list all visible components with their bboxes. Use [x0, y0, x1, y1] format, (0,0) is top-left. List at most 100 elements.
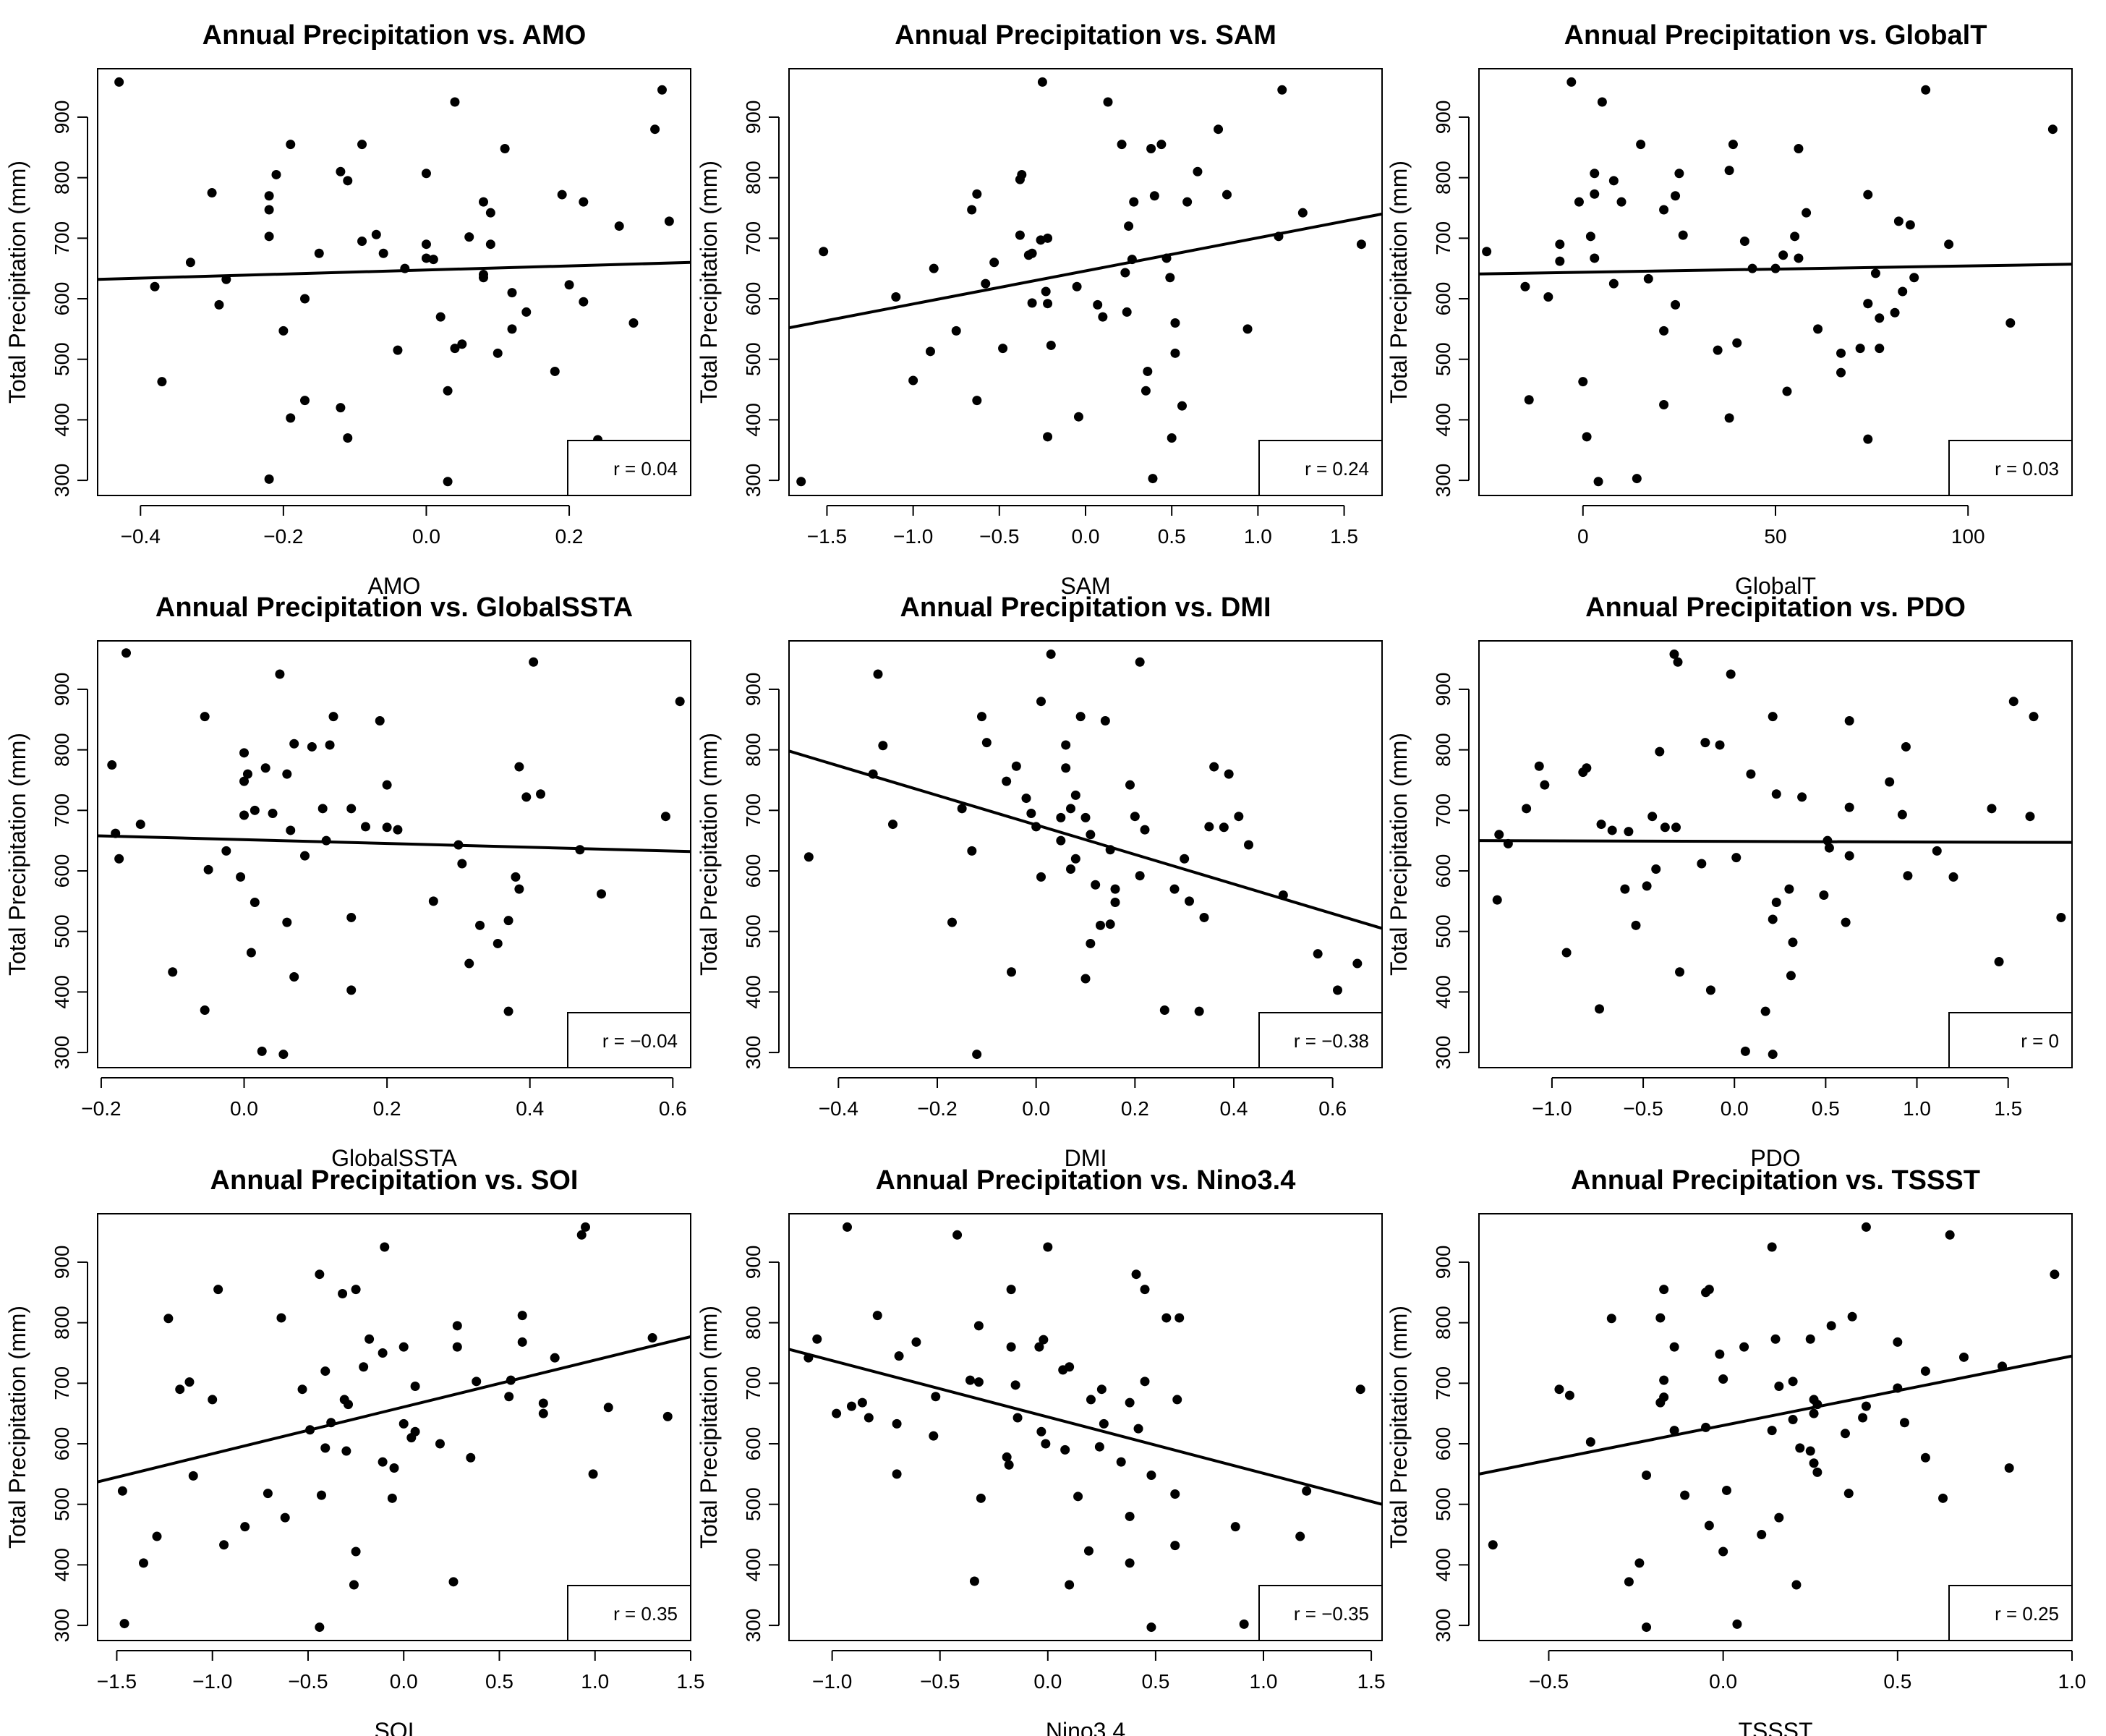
data-point	[1140, 825, 1150, 835]
data-point	[207, 188, 217, 198]
data-point	[1721, 1485, 1731, 1495]
y-tick-label: 800	[51, 733, 73, 767]
data-point	[221, 274, 231, 284]
data-layer	[1479, 649, 2072, 1060]
data-point	[246, 948, 256, 958]
y-axis-label: Total Precipitation (mm)	[1386, 161, 1412, 404]
data-point	[1768, 712, 1778, 722]
data-point	[1352, 958, 1363, 969]
y-tick-label: 800	[742, 1306, 764, 1340]
data-point	[315, 1622, 325, 1633]
data-point	[260, 763, 270, 773]
chart-title: Annual Precipitation vs. SOI	[210, 1165, 579, 1196]
data-point	[382, 822, 392, 833]
data-point	[1219, 822, 1229, 833]
y-tick-label: 300	[742, 464, 764, 498]
data-point	[478, 197, 488, 207]
data-point	[1061, 763, 1071, 773]
data-point	[1701, 1422, 1711, 1432]
data-point	[1010, 1380, 1020, 1390]
data-point	[443, 386, 453, 396]
data-point	[435, 312, 446, 322]
data-point	[421, 239, 431, 250]
x-tick-label: 50	[1764, 525, 1786, 548]
data-point	[428, 896, 438, 906]
data-point	[660, 812, 670, 822]
data-point	[152, 1531, 162, 1541]
data-point	[579, 297, 589, 307]
y-tick-label: 500	[742, 1487, 764, 1521]
data-point	[1080, 974, 1091, 984]
data-point	[1127, 255, 1137, 265]
x-tick-label: −1.0	[893, 525, 933, 548]
data-point	[242, 769, 252, 779]
data-point	[1060, 1444, 1070, 1455]
data-point	[1697, 859, 1707, 869]
data-point	[1680, 1490, 1690, 1500]
plot-frame	[1478, 68, 2073, 496]
data-point	[472, 1377, 482, 1387]
data-point	[282, 769, 292, 779]
data-point	[1728, 140, 1738, 150]
data-point	[1015, 230, 1025, 240]
x-tick-label: 0.5	[1158, 525, 1186, 548]
y-tick-label: 900	[1432, 1246, 1454, 1280]
data-point	[351, 1285, 361, 1295]
correlation-label: r = 0.03	[1995, 458, 2059, 480]
data-point	[1713, 345, 1723, 355]
data-point	[1659, 326, 1669, 336]
y-axis-label: Total Precipitation (mm)	[1386, 733, 1412, 976]
data-point	[1096, 1384, 1107, 1395]
data-point	[1199, 912, 1209, 922]
data-point	[1624, 827, 1634, 837]
data-point	[119, 1619, 129, 1629]
data-point	[240, 1522, 250, 1532]
data-point	[326, 1418, 336, 1428]
data-point	[1182, 197, 1193, 207]
data-point	[280, 1512, 290, 1523]
data-point	[1893, 1337, 1903, 1347]
data-point	[188, 1471, 198, 1481]
data-point	[1110, 884, 1120, 894]
x-tick-label: 0.0	[412, 525, 440, 548]
data-point	[485, 208, 495, 218]
data-point	[1590, 169, 1600, 179]
data-point	[967, 846, 977, 856]
data-point	[1794, 143, 1804, 153]
y-tick-label: 800	[742, 733, 764, 767]
data-point	[163, 1314, 174, 1324]
correlation-box	[1258, 1012, 1383, 1068]
y-tick-label: 800	[742, 161, 764, 195]
data-point	[466, 1452, 476, 1463]
data-point	[1760, 1006, 1770, 1016]
data-point	[343, 176, 353, 186]
y-tick-label: 700	[51, 793, 73, 827]
data-point	[1771, 789, 1781, 799]
y-tick-label: 600	[51, 282, 73, 316]
data-point	[1582, 432, 1592, 442]
data-point	[972, 189, 982, 199]
data-point	[1770, 263, 1781, 273]
data-point	[662, 1411, 673, 1421]
data-point	[803, 852, 814, 862]
chart-title: Annual Precipitation vs. Nino3.4	[876, 1165, 1296, 1196]
x-axis-label: PDO	[1750, 1145, 1800, 1171]
data-point	[1224, 769, 1234, 779]
data-point	[1073, 1492, 1083, 1502]
data-point	[1159, 1005, 1169, 1015]
data-point	[1778, 250, 1789, 260]
data-point	[1161, 253, 1172, 263]
correlation-label: r = 0.04	[613, 458, 678, 480]
data-point	[973, 1321, 984, 1331]
data-point	[1122, 307, 1132, 317]
data-point	[664, 216, 674, 226]
data-point	[1070, 854, 1080, 864]
data-point	[264, 231, 274, 242]
data-point	[428, 255, 438, 265]
data-point	[1209, 762, 1219, 772]
data-point	[1802, 208, 1812, 218]
correlation-label: r = 0.24	[1305, 458, 1369, 480]
data-point	[1700, 738, 1710, 748]
data-point	[485, 239, 495, 250]
